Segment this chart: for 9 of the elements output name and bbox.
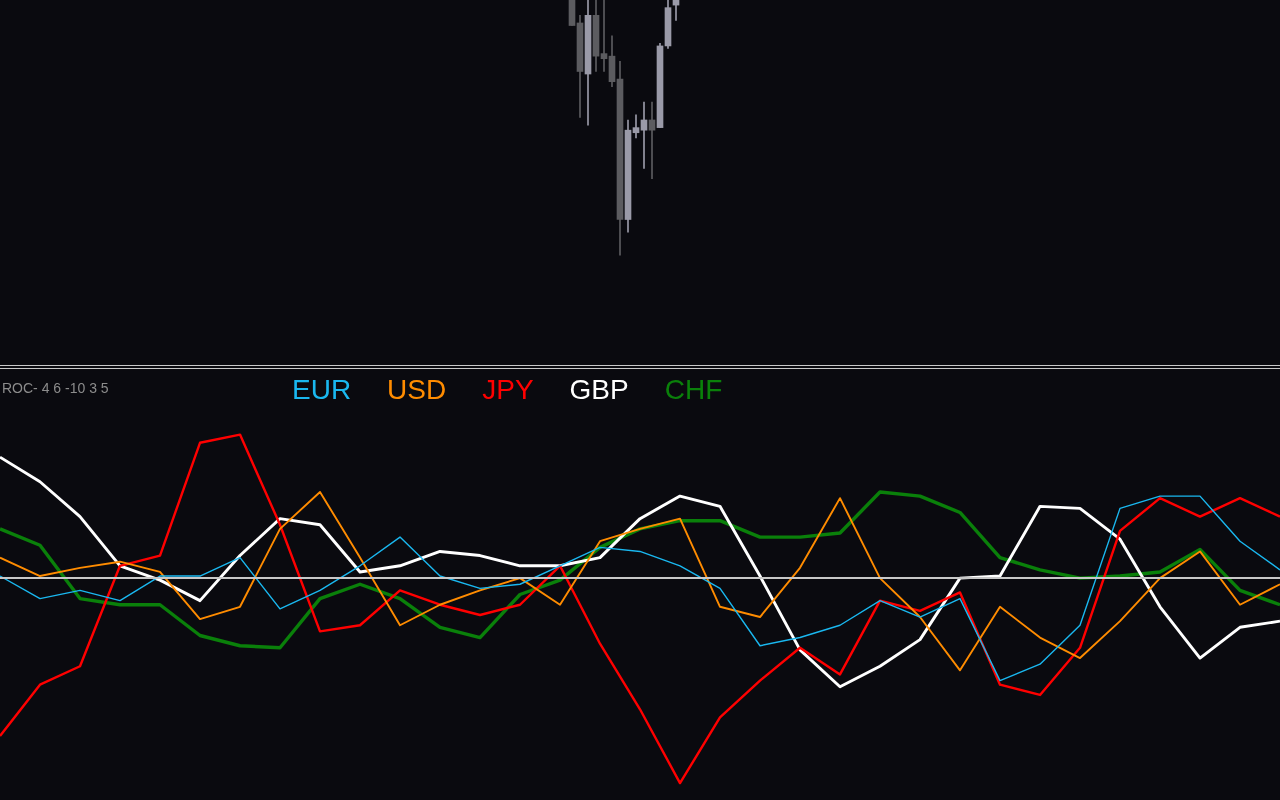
text: USD [387, 373, 447, 405]
candlestick [648, 101, 656, 179]
text: JPY [482, 373, 534, 405]
candlestick [600, 0, 608, 72]
candlestick [640, 101, 648, 169]
text: GBP [569, 373, 629, 405]
text: CHF [664, 373, 723, 405]
chart-title: ROC- 4 6 -10 3 5 [2, 379, 109, 396]
text: EUR [292, 373, 352, 405]
